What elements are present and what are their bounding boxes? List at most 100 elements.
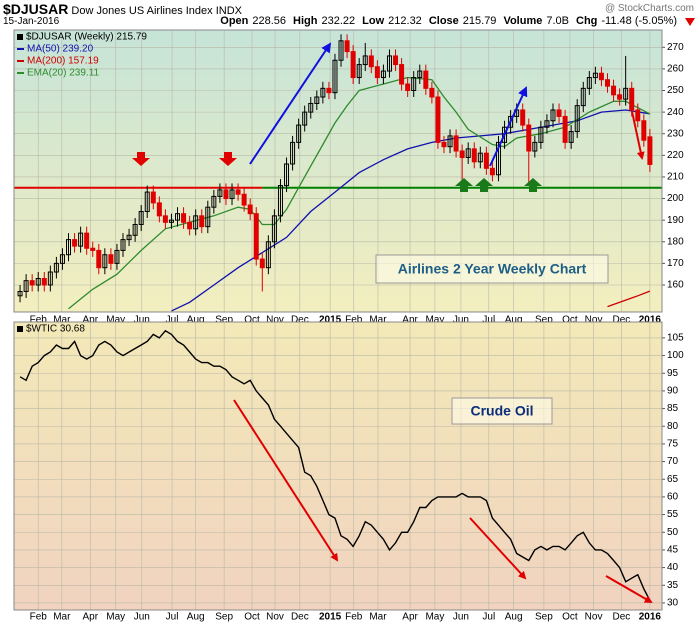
legend-title: $DJUSAR (Weekly) 215.79 <box>26 32 147 43</box>
candle-body <box>41 278 47 286</box>
candle-body <box>441 141 447 148</box>
candle-body <box>447 135 453 148</box>
candle-body <box>144 191 150 213</box>
price-line <box>19 329 651 601</box>
candle-body <box>223 189 229 200</box>
candle-body <box>205 206 211 228</box>
x-tick-label: Jun <box>453 315 469 326</box>
candle-body <box>411 77 417 92</box>
candle-body <box>544 120 550 128</box>
legend-title: $WTIC 30.68 <box>26 324 85 335</box>
stat-label: Low <box>362 15 385 27</box>
stat-label: Close <box>428 15 459 27</box>
trend-arrow <box>233 399 339 562</box>
x-tick-label: Sep <box>215 315 233 326</box>
candle-body <box>350 51 356 79</box>
candle-body <box>156 202 162 217</box>
y-tick-label: 250 <box>667 85 684 96</box>
x-tick-label: Dec <box>291 612 309 623</box>
candle-body <box>53 262 59 273</box>
stat-value: 228.56 <box>252 15 287 27</box>
y-tick-label: 80 <box>667 421 679 432</box>
candle-body <box>417 70 423 79</box>
y-tick-label: 95 <box>667 368 679 379</box>
x-tick-label: Feb <box>345 315 363 326</box>
series-line <box>171 109 651 312</box>
x-tick-label: Feb <box>30 612 48 623</box>
candle-body <box>611 85 617 96</box>
x-tick-label: Jul <box>482 612 495 623</box>
candle-body <box>550 109 556 122</box>
credit: @ StockCharts.com <box>604 3 694 14</box>
candle-body <box>471 148 477 163</box>
candle-body <box>108 254 114 264</box>
candle-body <box>508 115 514 128</box>
candle-body <box>290 141 296 165</box>
candle-body <box>495 141 501 176</box>
x-tick-label: May <box>106 612 125 623</box>
y-tick-label: 220 <box>667 150 684 161</box>
x-tick-label: Sep <box>535 315 553 326</box>
y-tick-label: 50 <box>667 527 679 538</box>
candle-body <box>526 124 532 152</box>
candle-body <box>181 213 187 223</box>
x-tick-label: 2015 <box>319 315 342 326</box>
candle-body <box>193 215 199 230</box>
candle-body <box>453 135 459 152</box>
candle-body <box>423 70 429 89</box>
x-tick-label: Sep <box>215 612 233 623</box>
candle-body <box>235 189 241 195</box>
candle-body <box>477 152 483 163</box>
stat-label: High <box>293 15 318 27</box>
y-tick-label: 70 <box>667 456 679 467</box>
candle-body <box>556 109 562 117</box>
x-tick-label: Aug <box>187 612 205 623</box>
candle-body <box>138 211 144 225</box>
y-tick-label: 230 <box>667 128 684 139</box>
panel: 160 170 180 190 200 210 220 230 240 250 260 270 Feb M… <box>13 29 684 326</box>
x-tick-label: Feb <box>345 612 363 623</box>
y-tick-label: 100 <box>667 350 684 361</box>
x-tick-label: Jun <box>134 612 150 623</box>
candle-body <box>635 109 641 122</box>
stat-value: 7.0B <box>546 15 569 27</box>
x-tick-label: Jun <box>134 315 150 326</box>
y-tick-label: 85 <box>667 403 679 414</box>
stat-label: Volume <box>503 15 543 27</box>
x-tick-label: Mar <box>53 612 71 623</box>
candle-body <box>344 40 350 53</box>
annotation-box <box>451 397 553 425</box>
x-tick-label: Apr <box>402 315 418 326</box>
candle-body <box>72 239 78 247</box>
header-title: $DJUSAR Dow Jones US Airlines Index INDX <box>3 1 242 17</box>
candle-body <box>617 94 623 100</box>
stat-value: 215.79 <box>462 15 497 27</box>
x-tick-label: Dec <box>613 612 631 623</box>
candle-body <box>338 40 344 61</box>
candle-body <box>284 163 290 187</box>
candle-body <box>199 215 205 228</box>
date: 15-Jan-2016 <box>3 16 60 27</box>
candle-body <box>405 83 411 92</box>
candle-body <box>592 72 598 79</box>
candle-body <box>604 79 610 87</box>
y-tick-label: 190 <box>667 215 684 226</box>
annotation: Airlines 2 Year Weekly Chart <box>398 261 587 277</box>
candle-body <box>84 232 90 249</box>
candle-body <box>126 234 132 241</box>
candle-body <box>78 232 84 247</box>
stat-label: Chg <box>576 15 598 27</box>
x-tick-label: Nov <box>585 315 603 326</box>
candle-body <box>296 124 302 143</box>
candle-body <box>483 152 489 169</box>
y-tick-label: 60 <box>667 492 679 503</box>
x-tick-label: Oct <box>562 315 578 326</box>
x-tick-label: Mar <box>369 315 387 326</box>
trend-arrow <box>605 575 653 604</box>
x-tick-label: 2015 <box>319 612 342 623</box>
down-triangle <box>685 18 695 26</box>
x-tick-label: Feb <box>30 315 48 326</box>
x-tick-label: Jun <box>453 612 469 623</box>
